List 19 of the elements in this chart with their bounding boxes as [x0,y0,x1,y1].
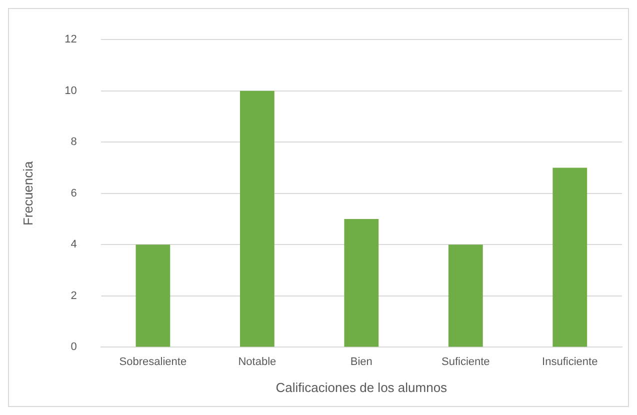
y-tick-label: 12 [64,34,77,46]
bar [240,90,274,347]
x-tick-label: Sobresaliente [119,356,187,368]
x-tick-label: Insuficiente [542,356,598,368]
bar [344,219,379,347]
y-tick-label: 4 [70,238,77,251]
y-tick-label: 0 [70,341,77,354]
y-tick-label: 6 [70,187,77,200]
x-tick-label: Suficiente [441,356,490,368]
y-tick-label: 2 [70,290,77,302]
y-tick-label: 8 [70,136,77,148]
x-tick-label: Bien [350,356,372,368]
bar [448,244,483,347]
x-tick-label: Notable [238,356,276,368]
bar [136,244,170,347]
bar [552,168,588,347]
y-tick-label: 10 [64,84,77,97]
y-axis-title: Frecuencia [20,160,36,226]
x-axis-title: Calificaciones de los alumnos [276,380,448,395]
